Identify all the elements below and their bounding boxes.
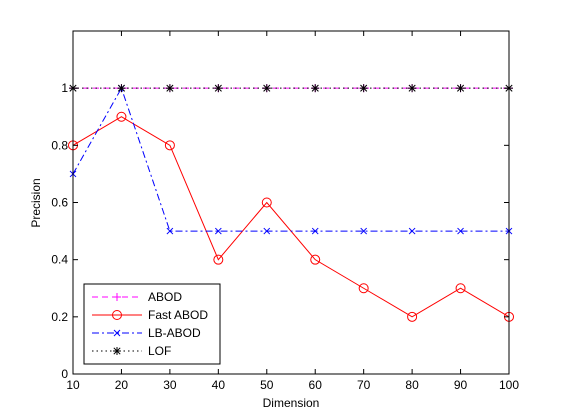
data-point-lof-80 (408, 84, 417, 93)
data-point-fast-abod-20 (116, 111, 127, 122)
y-tick-label-0.4: 0.4 (51, 253, 68, 267)
x-tick-label-70: 70 (357, 378, 371, 392)
legend: ABOD Fast ABOD LB-ABOD LOF (83, 283, 221, 365)
legend-item-lb-abod: LB-ABOD (92, 326, 201, 340)
data-point-lb-abod-40 (214, 227, 222, 235)
x-tick-label-10: 10 (66, 378, 80, 392)
y-tick-label-0: 0 (61, 367, 68, 381)
data-point-fast-abod-40 (213, 254, 224, 265)
data-point-fast-abod-90 (455, 283, 466, 294)
data-point-lb-abod-80 (408, 227, 416, 235)
data-point-lof-60 (311, 84, 320, 93)
x-tick-label-90: 90 (454, 378, 468, 392)
x-tick-label-40: 40 (212, 378, 226, 392)
legend-item-abod: ABOD (92, 290, 182, 304)
data-point-fast-abod-60 (310, 254, 321, 265)
data-point-fast-abod-80 (407, 311, 418, 322)
legend-item-fast-abod: Fast ABOD (92, 308, 208, 322)
legend-marker-fast-abod (112, 310, 122, 320)
y-tick-label-0.2: 0.2 (51, 310, 68, 324)
y-tick-label-1: 1 (61, 81, 68, 95)
x-tick-label-50: 50 (260, 378, 274, 392)
data-point-lof-20 (117, 84, 126, 93)
legend-marker-lb-abod (113, 329, 121, 337)
x-tick-label-30: 30 (163, 378, 177, 392)
legend-label-lof: LOF (148, 344, 171, 358)
series-line-lb-abod (72, 86, 509, 232)
data-point-fast-abod-30 (164, 140, 175, 151)
legend-item-lof: LOF (92, 344, 171, 358)
data-point-lb-abod-50 (263, 227, 271, 235)
data-point-lof-40 (214, 84, 223, 93)
data-point-lb-abod-60 (311, 227, 319, 235)
data-point-lof-70 (359, 84, 368, 93)
data-point-lof-90 (456, 84, 465, 93)
data-point-lb-abod-90 (457, 227, 464, 235)
x-tick-label-100: 100 (499, 378, 519, 392)
legend-marker-abod (113, 293, 121, 301)
y-tick-label-0.6: 0.6 (51, 196, 68, 210)
data-point-lb-abod-70 (360, 227, 368, 235)
legend-marker-lof (113, 347, 121, 355)
data-point-fast-abod-70 (358, 283, 369, 294)
data-point-fast-abod-50 (261, 197, 272, 208)
x-tick-label-60: 60 (309, 378, 323, 392)
y-tick-label-0.8: 0.8 (51, 138, 68, 152)
data-point-lb-abod-30 (166, 227, 174, 235)
x-tick-label-20: 20 (115, 378, 129, 392)
x-tick-label-80: 80 (405, 378, 419, 392)
legend-label-lb-abod: LB-ABOD (148, 326, 201, 340)
y-axis-label: Precision (29, 178, 43, 227)
data-point-lof-30 (165, 84, 174, 93)
x-axis-label: Dimension (263, 396, 320, 410)
legend-label-fast-abod: Fast ABOD (148, 308, 208, 322)
axis-ticks: 10 20 30 40 50 60 70 80 90 100 0 0.2 0.4 0.6 0.8 1 (51, 31, 519, 392)
data-point-lof-50 (262, 84, 271, 93)
legend-label-abod: ABOD (148, 290, 182, 304)
series-lines (72, 86, 510, 318)
